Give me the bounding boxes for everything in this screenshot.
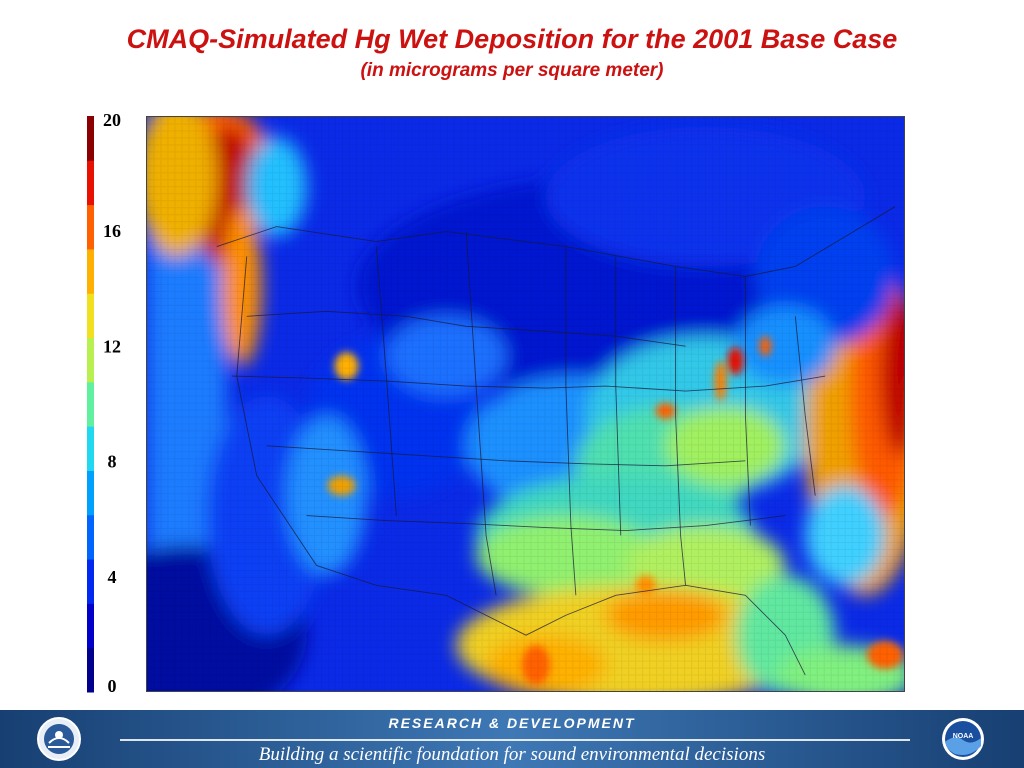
epa-seal-icon	[37, 717, 81, 761]
noaa-logo-icon: NOAA	[942, 718, 984, 760]
colorbar-segment	[87, 647, 94, 693]
colorbar-tick-label: 4	[108, 567, 117, 587]
chart-subtitle: (in micrograms per square meter)	[360, 60, 664, 81]
colorbar-tick-label: 0	[108, 676, 117, 696]
noaa-logo-text: NOAA	[953, 733, 974, 740]
colorbar-segment	[87, 337, 94, 383]
colorbar-segment	[87, 160, 94, 206]
colorbar-segment	[87, 248, 94, 294]
colorbar-segment	[87, 293, 94, 339]
footer-title: RESEARCH & DEVELOPMENT	[388, 715, 636, 731]
grid-overlay	[147, 117, 904, 691]
colorbar: 0 4 8 12 16 20	[87, 110, 121, 696]
colorbar-tick-label: 20	[103, 110, 121, 130]
colorbar-segment	[87, 559, 94, 604]
colorbar-segment	[87, 470, 94, 516]
colorbar-segment	[87, 426, 94, 471]
footer-banner: RESEARCH & DEVELOPMENT Building a scient…	[0, 710, 1024, 768]
colorbar-segment	[87, 603, 94, 649]
colorbar-tick-label: 12	[103, 336, 121, 356]
colorbar-segment	[87, 381, 94, 427]
chart-title: CMAQ-Simulated Hg Wet Deposition for the…	[126, 24, 898, 54]
footer-tagline: Building a scientific foundation for sou…	[258, 744, 766, 765]
colorbar-segment	[87, 204, 94, 250]
colorbar-tick-label: 16	[103, 221, 121, 241]
colorbar-segment	[87, 514, 94, 560]
deposition-map	[146, 116, 905, 692]
footer-divider	[120, 739, 910, 741]
colorbar-segment	[87, 116, 94, 161]
colorbar-tick-label: 8	[108, 452, 117, 472]
